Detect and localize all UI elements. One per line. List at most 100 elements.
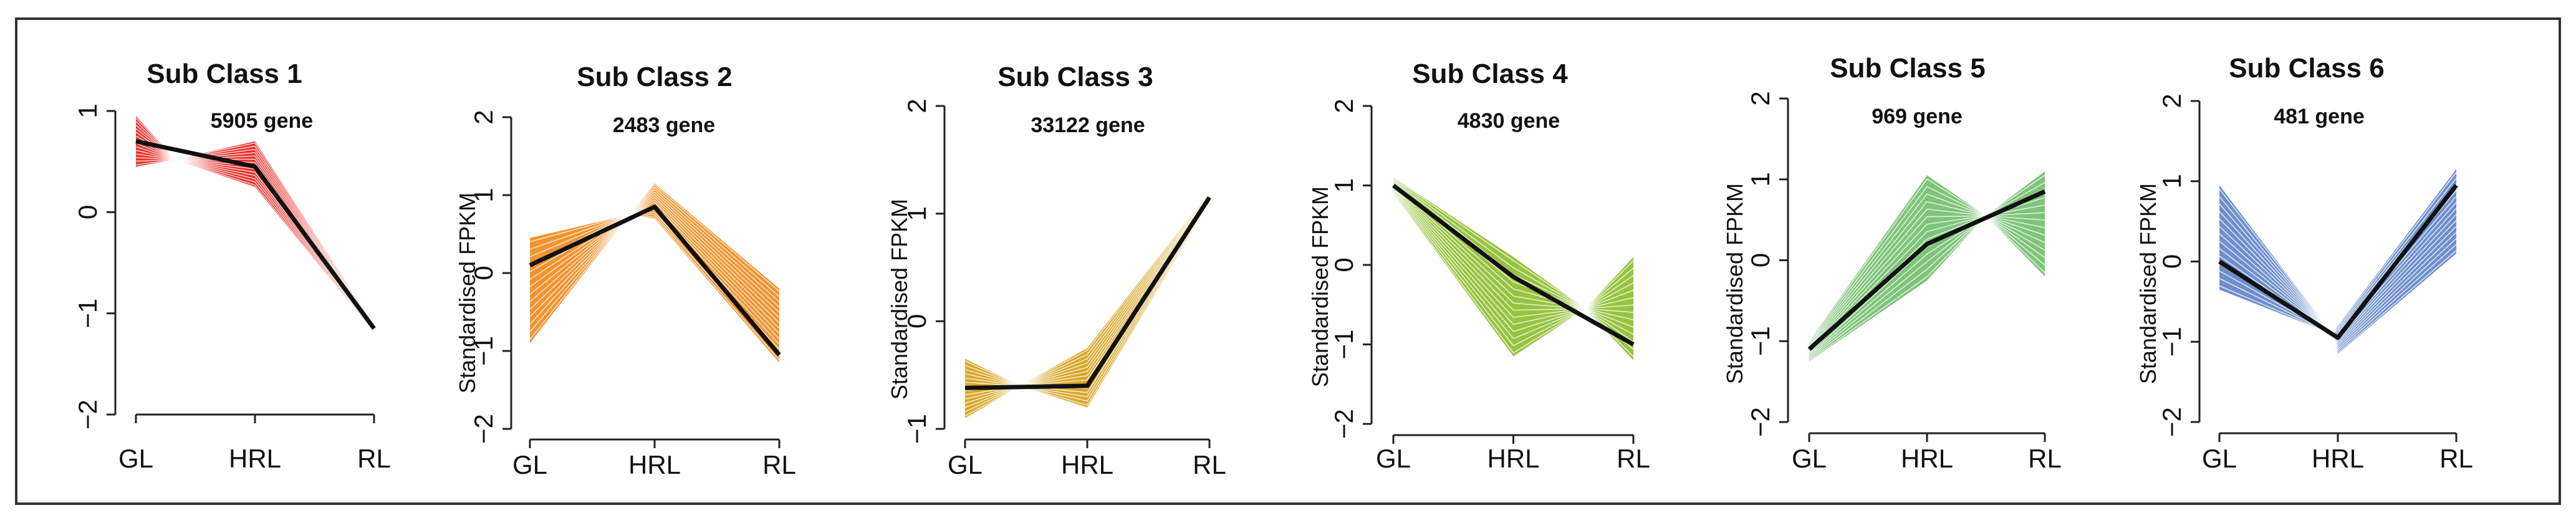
gene-trace	[1393, 188, 1634, 328]
y-tick-label: −2	[73, 400, 102, 430]
x-tick-label: RL	[2028, 444, 2062, 473]
panel-subclass-6: Sub Class 6 481 gene Standardised FPKM −…	[2135, 53, 2473, 473]
x-tick-label: HRL	[1061, 450, 1113, 479]
panel-subclass-2: Sub Class 2 2483 gene Standardised FPKM …	[454, 62, 796, 479]
x-ticks: GL HRL RL	[948, 439, 1226, 479]
expression-band	[530, 183, 779, 363]
gene-trace	[1393, 180, 1634, 310]
gene-trace	[135, 117, 375, 326]
gene-trace	[2219, 171, 2457, 335]
x-tick-label: RL	[357, 444, 391, 473]
gene-count: 33122 gene	[1031, 113, 1145, 137]
gene-trace	[964, 192, 1210, 386]
gene-trace	[1393, 189, 1634, 335]
gene-trace	[135, 156, 375, 331]
panel-title: Sub Class 4	[1412, 59, 1568, 89]
gene-trace	[1809, 182, 2045, 344]
gene-trace	[2219, 178, 2457, 335]
panel-title: Sub Class 6	[2229, 53, 2384, 84]
y-tick-label: 0	[469, 266, 498, 280]
panel-subclass-4: Sub Class 4 4830 gene Standardised FPKM …	[1307, 59, 1650, 473]
panel-subclass-3: Sub Class 3 33122 gene Standardised FPKM…	[887, 62, 1226, 479]
gene-trace	[1809, 215, 2045, 358]
gene-trace	[1809, 215, 2045, 357]
y-tick-label: −1	[1329, 330, 1358, 360]
gene-count: 2483 gene	[613, 113, 715, 137]
gene-trace	[1809, 215, 2045, 351]
y-tick-label: 2	[1329, 98, 1358, 113]
mean-trend-line	[964, 196, 1211, 390]
gene-trace	[529, 204, 780, 334]
gene-trace	[1809, 212, 2045, 350]
gene-trace	[964, 200, 1210, 408]
gene-trace	[1393, 178, 1634, 310]
y-tick-label: −2	[469, 414, 498, 444]
panel-title: Sub Class 5	[1830, 53, 1985, 84]
y-tick-label: 2	[1746, 91, 1775, 105]
x-ticks: GL HRL RL	[2202, 433, 2473, 473]
panel-subclass-1: Sub Class 1 5905 gene −2 −1 0 1 GL HRL RL	[73, 59, 391, 473]
x-ticks: GL HRL RL	[512, 439, 796, 479]
gene-trace	[2219, 184, 2457, 335]
y-tick-label: 2	[902, 98, 931, 113]
gene-trace	[1393, 185, 1634, 309]
y-tick-label: 2	[469, 110, 498, 124]
gene-trace	[529, 189, 780, 302]
y-tick-label: 0	[2157, 254, 2186, 269]
y-tick-label: 0	[1746, 253, 1775, 267]
x-ticks: GL HRL RL	[118, 415, 391, 473]
x-tick-label: HRL	[628, 450, 681, 479]
x-ticks: GL HRL RL	[1376, 435, 1650, 473]
expression-band	[1393, 177, 1633, 360]
mean-trend-line	[1391, 183, 1635, 347]
gene-trace	[529, 201, 780, 329]
gene-traces	[1809, 175, 2045, 362]
mean-trend-line	[1807, 190, 2046, 351]
gene-trace	[964, 195, 1210, 386]
gene-trace	[1393, 186, 1634, 320]
panel-subclass-5: Sub Class 5 969 gene Standardised FPKM −…	[1722, 53, 2062, 473]
y-ticks: −2 −1 0 1 2	[469, 110, 511, 444]
y-tick-label: 1	[2157, 174, 2186, 188]
gene-trace	[135, 153, 375, 330]
x-tick-label: HRL	[229, 444, 281, 473]
gene-trace	[1393, 185, 1634, 313]
y-tick-label: −1	[1746, 326, 1775, 356]
gene-trace	[529, 191, 780, 308]
gene-trace	[529, 196, 780, 319]
gene-count: 4830 gene	[1458, 109, 1560, 133]
x-tick-label: GL	[512, 450, 547, 479]
gene-trace	[135, 159, 375, 332]
x-tick-label: RL	[1193, 450, 1226, 479]
gene-trace	[2219, 226, 2457, 346]
gene-trace	[964, 196, 1210, 386]
y-ticks: −2 −1 0 1	[73, 103, 115, 430]
x-tick-label: GL	[1376, 444, 1411, 473]
x-tick-label: HRL	[1901, 444, 1953, 473]
y-axis-label: Standardised FPKM	[1307, 186, 1333, 387]
gene-trace	[529, 186, 780, 297]
y-tick-label: 0	[1329, 257, 1358, 272]
gene-trace	[1393, 183, 1634, 309]
y-tick-label: 0	[902, 314, 931, 329]
y-tick-label: −1	[2157, 327, 2186, 357]
gene-trace	[1809, 215, 2045, 360]
gene-trace	[529, 199, 780, 324]
y-tick-label: 1	[902, 206, 931, 221]
gene-trace	[135, 121, 375, 327]
y-tick-label: −1	[469, 336, 498, 366]
y-axis-label: Standardised FPKM	[1722, 183, 1747, 384]
panel-title: Sub Class 1	[147, 59, 302, 89]
y-tick-label: −1	[902, 414, 931, 444]
gene-trace	[964, 199, 1210, 404]
y-tick-label: 1	[469, 188, 498, 202]
y-axis-label: Standardised FPKM	[2135, 183, 2161, 384]
x-tick-label: GL	[2202, 444, 2237, 473]
gene-trace	[1393, 190, 1634, 343]
mean-trend-line	[2218, 184, 2458, 340]
x-tick-label: RL	[1617, 444, 1650, 473]
y-tick-label: −2	[2157, 407, 2186, 437]
y-axis-label: Standardised FPKM	[454, 193, 480, 393]
panel-title: Sub Class 3	[997, 62, 1153, 92]
panel-title: Sub Class 2	[577, 62, 732, 92]
